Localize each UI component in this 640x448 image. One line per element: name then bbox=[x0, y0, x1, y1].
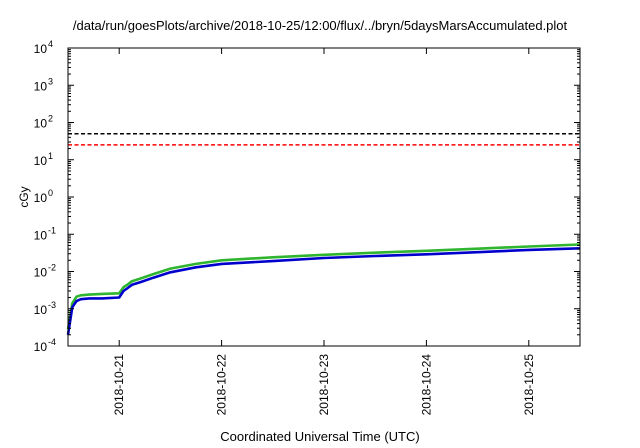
x-tick-label: 2018-10-23 bbox=[317, 354, 331, 416]
y-tick-label-exponent: 1 bbox=[48, 151, 53, 161]
y-tick-label-exponent: -4 bbox=[48, 337, 56, 347]
y-tick-label-exponent: -1 bbox=[48, 225, 56, 235]
x-axis-label: Coordinated Universal Time (UTC) bbox=[220, 429, 420, 444]
y-tick-label-exponent: -3 bbox=[48, 300, 56, 310]
y-tick-label: 10 bbox=[34, 79, 48, 93]
y-tick-label: 10 bbox=[34, 191, 48, 205]
y-tick-label: 10 bbox=[34, 266, 48, 280]
chart-title: /data/run/goesPlots/archive/2018-10-25/1… bbox=[72, 18, 568, 33]
x-tick-label: 2018-10-25 bbox=[522, 354, 536, 416]
y-tick-label-exponent: 0 bbox=[48, 188, 53, 198]
y-tick-label-exponent: -2 bbox=[48, 263, 56, 273]
x-tick-label: 2018-10-22 bbox=[215, 354, 229, 416]
y-tick-label: 10 bbox=[34, 117, 48, 131]
y-tick-label: 10 bbox=[34, 154, 48, 168]
y-tick-label: 10 bbox=[34, 303, 48, 317]
y-axis-label: cGy bbox=[17, 186, 31, 207]
y-tick-label: 10 bbox=[34, 228, 48, 242]
series-line-0 bbox=[66, 243, 581, 330]
y-tick-label: 10 bbox=[34, 340, 48, 354]
y-tick-label-exponent: 2 bbox=[48, 114, 53, 124]
x-tick-label: 2018-10-24 bbox=[419, 354, 433, 416]
y-tick-label-exponent: 3 bbox=[48, 76, 53, 86]
y-tick-label: 10 bbox=[34, 42, 48, 56]
x-tick-label: 2018-10-21 bbox=[112, 354, 126, 416]
plot-frame bbox=[67, 47, 581, 347]
series-line-1 bbox=[66, 247, 581, 336]
y-tick-label-exponent: 4 bbox=[48, 39, 53, 49]
